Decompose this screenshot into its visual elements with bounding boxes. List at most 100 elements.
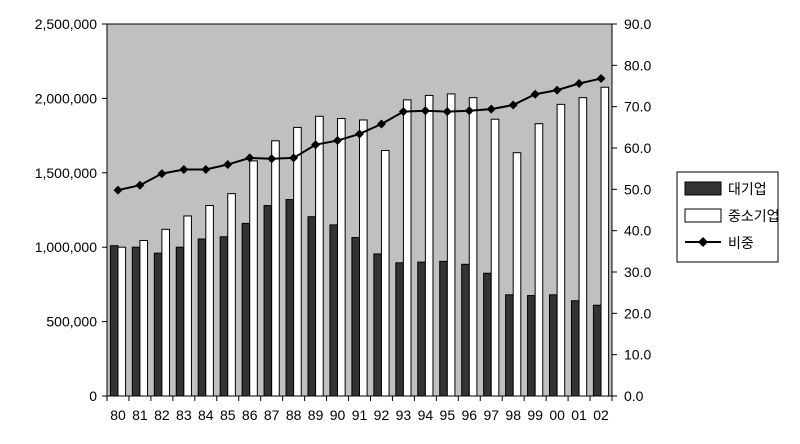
bar-small-00: [556, 103, 566, 397]
right-tick-label: 40.0: [624, 223, 651, 239]
legend-swatch-small: [684, 208, 722, 223]
bar-small-81: [139, 240, 149, 397]
bar-small-98: [512, 152, 522, 397]
x-tick-label: 00: [549, 407, 565, 423]
share-marker-02: [596, 74, 606, 84]
left-tick-label: 2,000,000: [35, 90, 97, 106]
bar-large-95: [439, 260, 448, 397]
share-marker-80: [113, 185, 123, 195]
bar-large-94: [417, 261, 426, 397]
legend-label-small: 중소기업: [728, 209, 780, 225]
bar-large-98: [505, 294, 514, 397]
share-marker-90: [333, 136, 343, 146]
x-tick-label: 83: [176, 407, 192, 423]
right-tick-label: 80.0: [624, 57, 651, 73]
bar-large-97: [483, 272, 492, 397]
bar-large-81: [131, 246, 141, 397]
x-tick-label: 84: [198, 407, 214, 423]
share-marker-99: [530, 89, 540, 99]
bar-large-93: [395, 262, 404, 397]
x-tick-label: 81: [132, 407, 148, 423]
legend: 대기업 중소기업 비중: [676, 171, 780, 263]
bar-large-01: [570, 300, 580, 397]
right-tick-label: 50.0: [624, 181, 651, 197]
legend-label-share: 비중: [728, 236, 754, 252]
left-tick-label: 2,500,000: [35, 16, 97, 32]
left-tick-label: 0: [89, 388, 97, 404]
bar-large-90: [329, 224, 339, 397]
bar-small-93: [402, 99, 412, 397]
bar-small-87: [271, 140, 280, 397]
share-marker-96: [464, 106, 474, 116]
right-tick-label: 20.0: [624, 305, 651, 321]
bar-small-01: [578, 97, 588, 397]
share-marker-00: [552, 85, 562, 95]
bar-small-92: [380, 149, 390, 397]
left-tick-label: 1,500,000: [35, 165, 97, 181]
x-tick-label: 99: [527, 407, 543, 423]
right-tick-label: 70.0: [624, 99, 651, 115]
bar-large-89: [307, 216, 317, 397]
bar-large-92: [373, 253, 382, 397]
bar-small-85: [227, 193, 236, 397]
bar-large-83: [175, 246, 185, 397]
bar-large-82: [153, 252, 163, 397]
x-tick-label: 98: [505, 407, 521, 423]
bar-large-96: [461, 263, 470, 397]
bar-small-94: [424, 94, 434, 397]
bar-small-95: [446, 93, 456, 397]
x-tick-label: 93: [396, 407, 412, 423]
share-marker-91: [355, 129, 364, 139]
bar-large-99: [527, 295, 536, 397]
x-tick-label: 80: [110, 407, 126, 423]
share-marker-86: [245, 153, 255, 163]
share-marker-01: [574, 79, 584, 89]
right-tick-label: 10.0: [624, 347, 651, 363]
bar-small-89: [315, 115, 324, 397]
share-marker-88: [289, 153, 299, 163]
bar-large-87: [263, 205, 273, 397]
x-tick-label: 90: [330, 407, 346, 423]
bar-large-00: [549, 294, 558, 397]
bar-small-86: [249, 160, 258, 397]
x-tick-label: 97: [483, 407, 499, 423]
x-tick-label: 86: [242, 407, 258, 423]
x-tick-label: 82: [154, 407, 170, 423]
right-tick-label: 0.0: [624, 388, 644, 404]
x-tick-label: 96: [461, 407, 477, 423]
bar-small-90: [337, 117, 346, 397]
share-marker-97: [486, 104, 496, 114]
share-marker-87: [267, 154, 277, 164]
x-tick-label: 95: [440, 407, 456, 423]
x-tick-label: 02: [593, 407, 609, 423]
share-marker-98: [508, 100, 518, 110]
right-tick-label: 90.0: [624, 16, 651, 32]
bar-small-84: [205, 205, 214, 397]
x-tick-label: 87: [264, 407, 280, 423]
bar-large-84: [197, 238, 207, 397]
x-tick-label: 88: [286, 407, 302, 423]
share-marker-83: [179, 164, 189, 174]
x-tick-label: 94: [418, 407, 434, 423]
bar-small-91: [359, 119, 368, 397]
bar-large-88: [285, 199, 295, 397]
bar-small-88: [293, 126, 302, 397]
bar-large-80: [109, 245, 119, 397]
right-tick-label: 60.0: [624, 140, 651, 156]
x-tick-label: 89: [308, 407, 324, 423]
bar-large-85: [219, 236, 229, 397]
right-tick-label: 30.0: [624, 264, 651, 280]
x-tick-label: 85: [220, 407, 236, 423]
left-tick-label: 1,000,000: [35, 239, 97, 255]
left-tick-label: 500,000: [46, 314, 97, 330]
x-tick-label: 91: [352, 407, 368, 423]
bar-small-82: [161, 228, 170, 397]
share-marker-84: [201, 164, 211, 174]
bar-small-80: [117, 246, 127, 397]
legend-swatch-large: [684, 181, 722, 196]
bar-large-02: [592, 304, 602, 397]
bar-small-96: [468, 97, 478, 397]
share-marker-95: [442, 107, 452, 117]
share-marker-89: [311, 140, 321, 150]
